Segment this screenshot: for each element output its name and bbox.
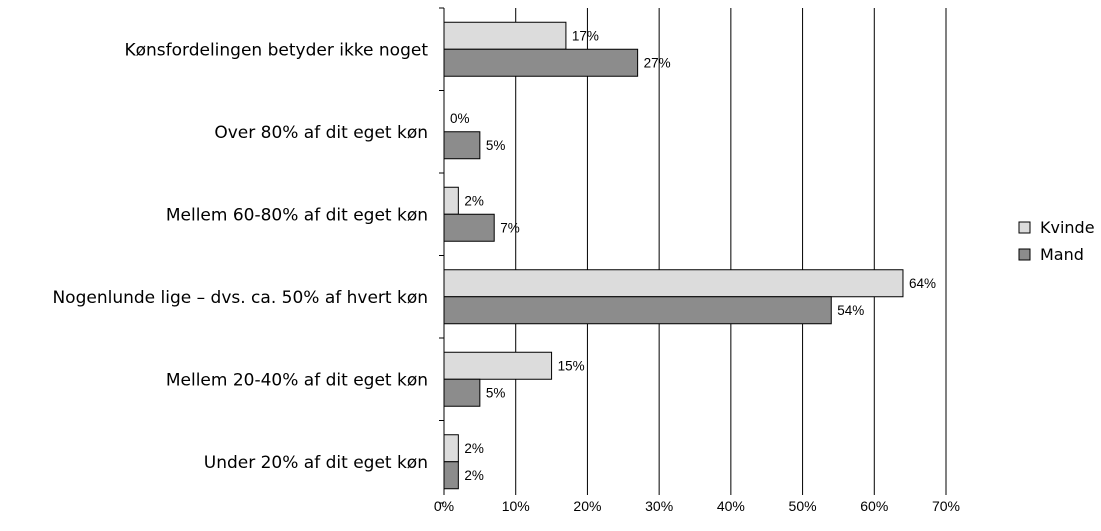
- data-label: 17%: [572, 28, 599, 43]
- data-label: 2%: [464, 468, 484, 483]
- x-tick-label: 10%: [502, 498, 530, 514]
- data-label: 2%: [464, 193, 484, 208]
- gridlines: [515, 8, 947, 490]
- data-label: 64%: [909, 276, 936, 291]
- bar-mand: [443, 461, 459, 490]
- category-label: Over 80% af dit eget køn: [214, 123, 428, 143]
- category-label: Mellem 20-40% af dit eget køn: [166, 370, 428, 390]
- x-tick-label: 0%: [434, 498, 454, 514]
- data-label: 15%: [558, 358, 585, 373]
- legend-swatch-mand: [1018, 248, 1031, 261]
- category-label: Under 20% af dit eget køn: [204, 453, 428, 473]
- bar-mand: [443, 296, 832, 325]
- bar-mand: [443, 213, 495, 242]
- bar-mand: [443, 378, 481, 407]
- bars: [443, 21, 904, 490]
- data-label: 0%: [450, 111, 470, 126]
- category-labels: Kønsfordelingen betyder ikke noget Over 8…: [52, 40, 428, 473]
- data-label: 7%: [500, 220, 520, 235]
- data-label: 2%: [464, 441, 484, 456]
- data-label: 54%: [837, 303, 864, 318]
- axes: 0% 10% 20% 30% 40% 50% 60% 70%: [434, 7, 960, 514]
- legend-swatch-kvinde: [1018, 221, 1031, 234]
- bar-kvinde: [443, 351, 553, 380]
- legend-label-mand: Mand: [1040, 245, 1084, 264]
- x-tick-label: 70%: [932, 498, 960, 514]
- bar-kvinde: [443, 269, 904, 298]
- category-label: Nogenlunde lige – dvs. ca. 50% af hvert …: [52, 288, 428, 308]
- x-tick-label: 30%: [645, 498, 673, 514]
- legend-label-kvinde: Kvinde: [1040, 218, 1095, 237]
- bar-mand: [443, 131, 481, 160]
- data-label: 27%: [644, 55, 671, 70]
- bar-kvinde: [443, 186, 459, 215]
- data-label: 5%: [486, 138, 506, 153]
- data-labels: 17% 27% 0% 5% 2% 7% 64% 54% 15% 5% 2% 2%: [450, 28, 936, 483]
- x-tick-label: 60%: [860, 498, 888, 514]
- data-label: 5%: [486, 385, 506, 400]
- bar-kvinde: [443, 434, 459, 463]
- legend: Kvinde Mand: [1018, 218, 1095, 264]
- x-tick-label: 20%: [573, 498, 601, 514]
- x-tick-label: 50%: [789, 498, 817, 514]
- x-tick-label: 40%: [717, 498, 745, 514]
- bar-kvinde: [443, 21, 567, 50]
- category-label: Mellem 60-80% af dit eget køn: [166, 205, 428, 225]
- bar-mand: [443, 48, 639, 77]
- category-label: Kønsfordelingen betyder ikke noget: [124, 40, 428, 60]
